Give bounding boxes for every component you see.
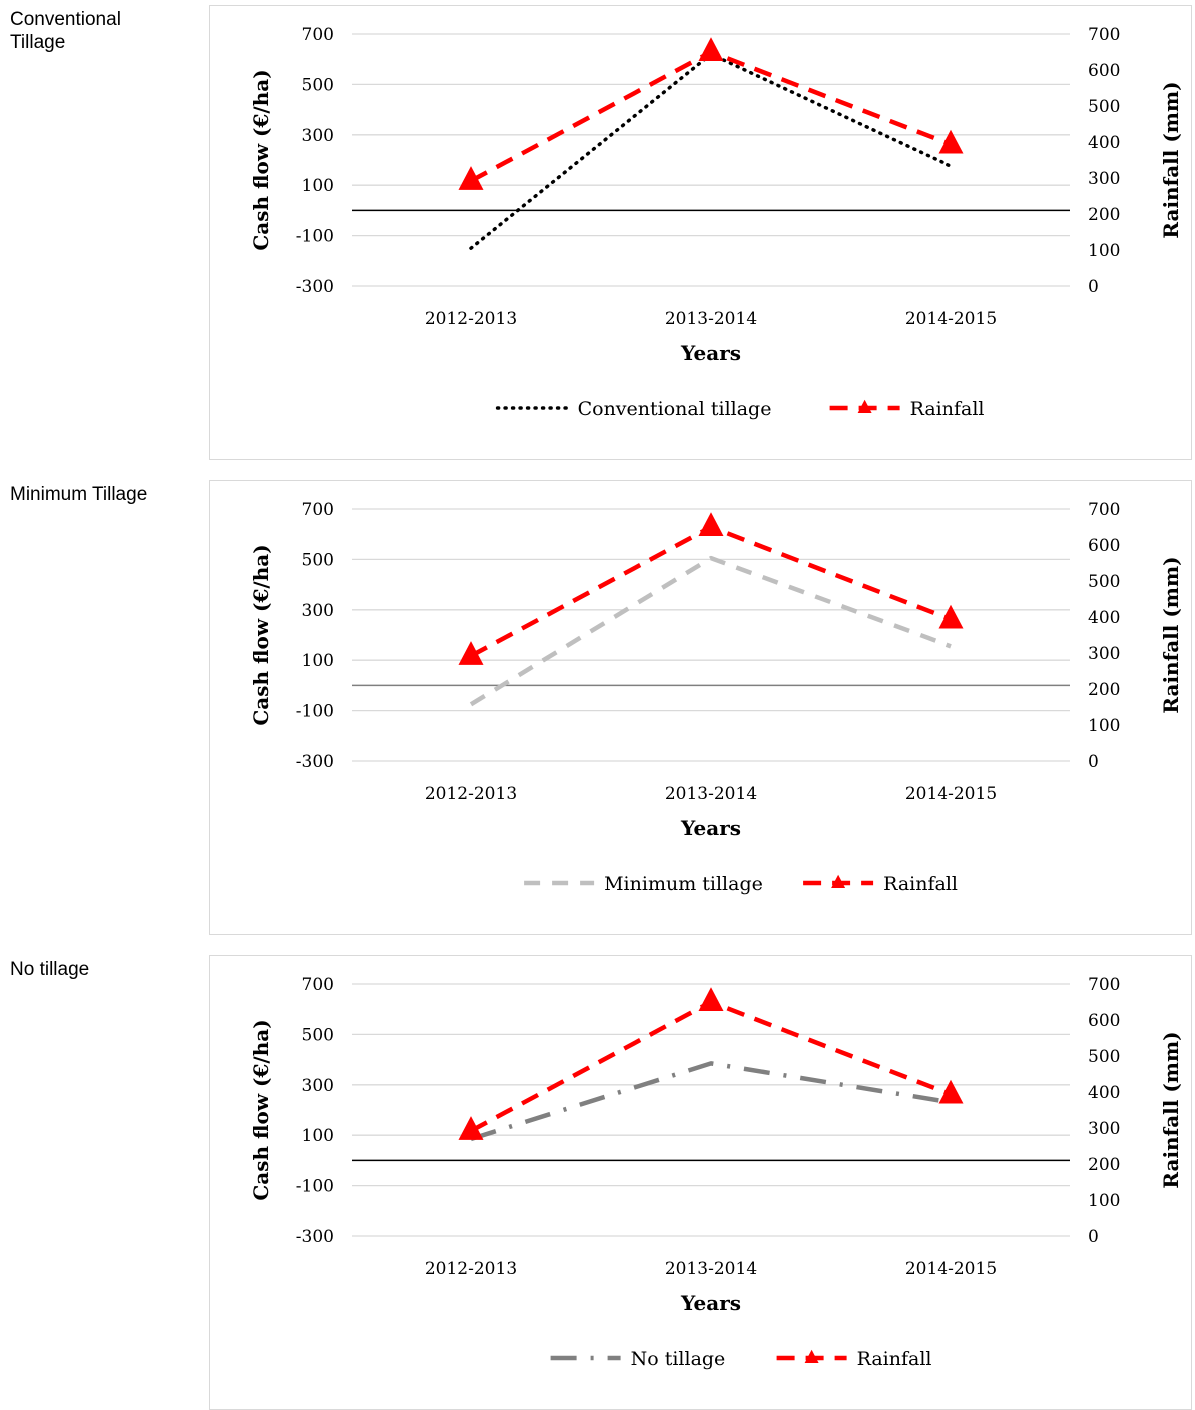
rainfall-marker [938, 604, 964, 629]
x-tick-label: 2013-2014 [665, 1259, 757, 1279]
y2-tick-label: 100 [1088, 241, 1120, 261]
x-tick-label: 2013-2014 [665, 309, 757, 329]
chart-panel: 700 500 300 100 -100 -300 700 600 500 400 300 200 10… [209, 5, 1192, 460]
y2-axis-title: Rainfall (mm) [1159, 1031, 1183, 1188]
y-tick-label: 500 [302, 550, 334, 570]
y2-tick-label: 500 [1088, 97, 1120, 117]
x-axis-title: Years [680, 1291, 741, 1315]
rainfall-marker [698, 512, 724, 537]
x-tick-label: 2014-2015 [905, 1259, 997, 1279]
y2-tick-label: 100 [1088, 716, 1120, 736]
chart-svg: 700 500 300 100 -100 -300 700 600 500 400 300 200 10… [249, 500, 1183, 895]
y2-tick-label: 0 [1088, 1227, 1099, 1247]
rainfall-line [469, 524, 952, 658]
x-axis-title: Years [680, 341, 741, 365]
rainfall-marker [458, 166, 484, 190]
y2-tick-label: 600 [1088, 536, 1120, 556]
y2-tick-label: 700 [1088, 975, 1120, 995]
x-axis-title: Years [680, 816, 741, 840]
y2-tick-label: 400 [1088, 1083, 1120, 1103]
y2-axis-title: Rainfall (mm) [1159, 81, 1183, 238]
y-tick-label: 100 [302, 176, 334, 196]
y-tick-label: -100 [296, 702, 334, 722]
panel-label: Conventional Tillage [10, 9, 121, 53]
chart-svg: 700 500 300 100 -100 -300 700 600 500 400 300 200 10… [249, 975, 1183, 1370]
legend-label: Rainfall [910, 398, 985, 420]
legend-marker [831, 874, 846, 889]
y-tick-label: 300 [302, 126, 334, 146]
rainfall-marker [698, 987, 724, 1012]
legend-label: Rainfall [883, 873, 958, 895]
y2-tick-label: 200 [1088, 680, 1120, 700]
x-tick-label: 2014-2015 [905, 309, 997, 329]
y2-tick-label: 400 [1088, 133, 1120, 153]
panel-label: Minimum Tillage [10, 484, 148, 505]
y-tick-label: -300 [296, 277, 334, 297]
y2-tick-label: 200 [1088, 205, 1120, 225]
y-axis-title: Cash flow (€/ha) [249, 544, 273, 725]
legend-label: Conventional tillage [578, 398, 772, 420]
y2-tick-label: 700 [1088, 25, 1120, 45]
y2-tick-label: 300 [1088, 169, 1120, 189]
legend-marker [857, 399, 872, 414]
y2-tick-label: 400 [1088, 608, 1120, 628]
rainfall-marker [698, 37, 724, 62]
x-tick-label: 2014-2015 [905, 784, 997, 804]
y-tick-label: -300 [296, 1227, 334, 1247]
y2-tick-label: 100 [1088, 1191, 1120, 1211]
y-tick-label: 500 [302, 75, 334, 95]
x-tick-label: 2013-2014 [665, 784, 757, 804]
rainfall-marker [938, 129, 964, 154]
y2-tick-label: 600 [1088, 61, 1120, 81]
y-tick-label: 300 [302, 1076, 334, 1096]
cash-flow-line [469, 52, 953, 250]
y-tick-label: 700 [302, 500, 334, 520]
y-tick-label: -300 [296, 752, 334, 772]
legend-label: Rainfall [857, 1348, 932, 1370]
y-tick-label: 700 [302, 975, 334, 995]
panel-label: No tillage [10, 959, 90, 980]
y-tick-label: 700 [302, 25, 334, 45]
cash-flow-line [470, 1061, 952, 1142]
y2-axis-title: Rainfall (mm) [1159, 556, 1183, 713]
cash-flow-line [469, 555, 952, 707]
legend-label: No tillage [631, 1348, 726, 1370]
y2-tick-label: 500 [1088, 1047, 1120, 1067]
x-tick-label: 2012-2013 [425, 784, 517, 804]
rainfall-line [469, 999, 952, 1133]
y2-tick-label: 300 [1088, 644, 1120, 664]
x-tick-label: 2012-2013 [425, 309, 517, 329]
chart-svg: 700 500 300 100 -100 -300 700 600 500 400 300 200 10… [249, 25, 1183, 420]
y-tick-label: 500 [302, 1025, 334, 1045]
chart-panel: 700 500 300 100 -100 -300 700 600 500 400 300 200 10… [209, 955, 1192, 1410]
y-axis-title: Cash flow (€/ha) [249, 1019, 273, 1200]
legend-label: Minimum tillage [604, 873, 763, 895]
rainfall-marker [458, 1116, 484, 1140]
y2-tick-label: 200 [1088, 1155, 1120, 1175]
x-tick-label: 2012-2013 [425, 1259, 517, 1279]
y2-tick-label: 700 [1088, 500, 1120, 520]
rainfall-marker [458, 641, 484, 665]
legend-marker [804, 1349, 819, 1364]
y-axis-title: Cash flow (€/ha) [249, 69, 273, 250]
y2-tick-label: 300 [1088, 1119, 1120, 1139]
y-tick-label: 100 [302, 651, 334, 671]
chart-panel: 700 500 300 100 -100 -300 700 600 500 400 300 200 10… [209, 480, 1192, 935]
y-tick-label: 100 [302, 1126, 334, 1146]
y-tick-label: 300 [302, 601, 334, 621]
y2-tick-label: 0 [1088, 277, 1099, 297]
y-tick-label: -100 [296, 227, 334, 247]
y2-tick-label: 0 [1088, 752, 1099, 772]
y2-tick-label: 600 [1088, 1011, 1120, 1031]
y-tick-label: -100 [296, 1177, 334, 1197]
y2-tick-label: 500 [1088, 572, 1120, 592]
rainfall-marker [938, 1079, 964, 1104]
rainfall-line [469, 49, 952, 183]
